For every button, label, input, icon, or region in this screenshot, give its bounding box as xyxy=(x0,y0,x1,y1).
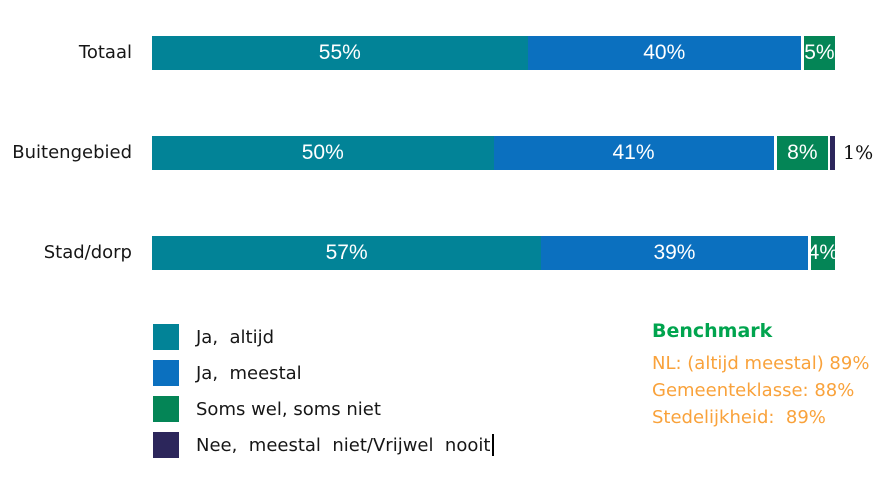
category-label-buitengebied: Buitengebied xyxy=(12,142,132,163)
legend-item-ja-altijd: Ja, altijd xyxy=(153,324,494,350)
bar-row-stad-dorp: Stad/dorp 57% 39% 4% xyxy=(0,236,893,270)
benchmark-title: Benchmark xyxy=(652,320,773,342)
bar-segment-ja-altijd: 55% xyxy=(152,36,528,70)
legend-swatch-icon xyxy=(153,396,179,422)
legend-item-nee-meestal-niet-vrijwel-nooit: Nee, meestal niet/Vrijwel nooit xyxy=(153,432,495,458)
category-label-totaal: Totaal xyxy=(78,42,132,63)
bar-value-label: 55% xyxy=(318,41,361,64)
bar-segment-nee-meestal-niet-vrijwel-nooit xyxy=(828,136,835,170)
legend-item-ja-meestal: Ja, meestal xyxy=(153,360,494,386)
legend-swatch-icon xyxy=(153,432,179,458)
legend-swatch-icon xyxy=(153,324,179,350)
bar-value-label: 39% xyxy=(653,241,696,264)
benchmark-line-nl: NL: (altijd meestal) 89% xyxy=(652,353,870,374)
bar-segment-soms-wel-soms-niet: 8% xyxy=(773,136,829,170)
bar-segment-ja-altijd: 57% xyxy=(152,236,542,270)
bar-segment-ja-altijd: 50% xyxy=(152,136,494,170)
bar-segment-soms-wel-soms-niet: 5% xyxy=(800,36,835,70)
benchmark-line-stedelijkheid: Stedelijkheid: 89% xyxy=(652,407,826,428)
benchmark-panel: Benchmark NL: (altijd meestal) 89% Gemee… xyxy=(652,320,869,431)
bar-track: 57% 39% 4% xyxy=(152,236,838,270)
bar-value-label: 41% xyxy=(612,141,655,164)
legend-label: Soms wel, soms niet xyxy=(196,398,381,420)
legend-label: Ja, altijd xyxy=(196,326,275,348)
bar-track: 50% 41% 8% xyxy=(152,136,835,170)
bar-value-label: 5% xyxy=(804,41,835,64)
bar-segment-ja-meestal: 39% xyxy=(541,236,808,270)
bar-value-label: 50% xyxy=(301,141,344,164)
bar-row-buitengebied: Buitengebied 50% 41% 8% 1% xyxy=(0,136,893,170)
bar-row-totaal: Totaal 55% 40% 5% xyxy=(0,36,893,70)
bar-track: 55% 40% 5% xyxy=(152,36,835,70)
legend-label: Nee, meestal niet/Vrijwel nooit xyxy=(196,434,491,456)
bar-segment-ja-meestal: 41% xyxy=(493,136,774,170)
text-cursor xyxy=(492,434,495,456)
legend-item-soms-wel-soms-niet: Soms wel, soms niet xyxy=(153,396,494,422)
legend-swatch-icon xyxy=(153,360,179,386)
bar-value-label: 8% xyxy=(787,141,818,164)
legend-label: Ja, meestal xyxy=(196,362,302,384)
category-label-stad-dorp: Stad/dorp xyxy=(43,242,132,263)
chart-legend: Ja, altijd Ja, meestal Soms wel, soms niet… xyxy=(153,324,495,468)
bar-value-label: 57% xyxy=(325,241,368,264)
benchmark-line-gemeenteklasse: Gemeenteklasse: 88% xyxy=(652,380,855,401)
bar-segment-soms-wel-soms-niet: 4% xyxy=(807,236,838,270)
bar-value-label: 40% xyxy=(643,41,686,64)
bar-value-label: 4% xyxy=(807,241,838,264)
bar-outside-value-label: 1% xyxy=(843,142,874,164)
bar-segment-ja-meestal: 40% xyxy=(527,36,801,70)
